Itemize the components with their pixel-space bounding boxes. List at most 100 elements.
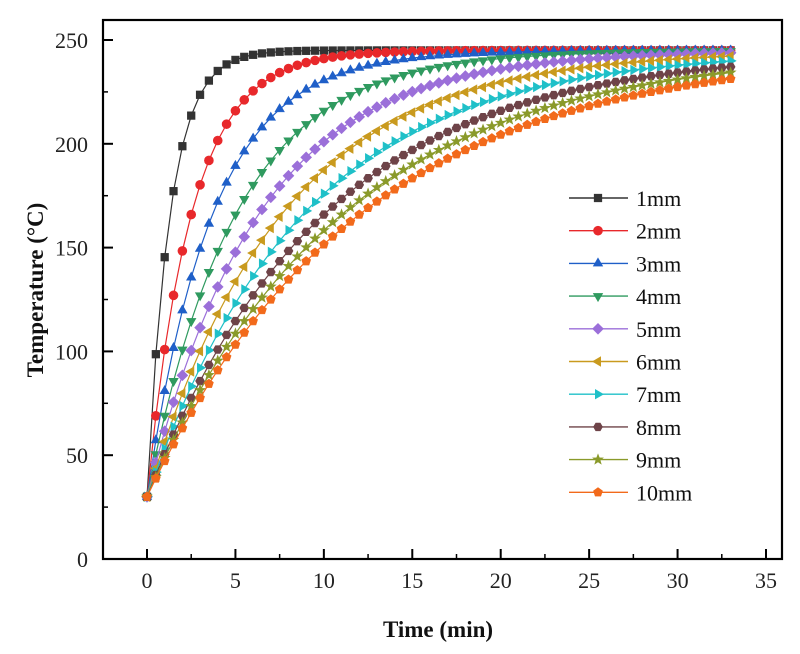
legend-label: 3mm [636, 251, 681, 276]
data-point [471, 99, 481, 111]
data-point [478, 112, 488, 122]
data-point [185, 344, 198, 357]
data-point [292, 265, 303, 275]
data-point [409, 126, 419, 137]
data-point [637, 88, 648, 98]
data-point [273, 269, 286, 282]
data-point [450, 89, 460, 101]
data-point [363, 202, 373, 213]
data-point [681, 67, 692, 76]
data-point [533, 81, 543, 93]
legend-label: 1mm [636, 186, 681, 211]
data-point [248, 316, 258, 326]
data-point [372, 196, 382, 206]
data-point [291, 160, 304, 173]
data-point [636, 79, 649, 91]
data-point [388, 169, 401, 181]
data-point [504, 54, 515, 64]
data-point [450, 72, 463, 84]
data-point [195, 90, 205, 99]
data-point [646, 86, 656, 97]
data-point [194, 383, 207, 396]
data-point [238, 230, 251, 243]
data-point [391, 136, 401, 147]
data-point [220, 292, 230, 303]
data-point [159, 455, 170, 466]
data-point [354, 209, 365, 219]
data-point [292, 89, 303, 99]
data-point [372, 167, 382, 177]
data-point [593, 225, 603, 236]
data-point [211, 281, 224, 293]
data-point [477, 57, 489, 67]
data-point [699, 77, 709, 87]
data-point [415, 153, 428, 165]
data-point [256, 203, 268, 216]
data-point [547, 56, 560, 68]
data-point [389, 156, 400, 165]
data-point [309, 78, 321, 88]
data-point [485, 119, 498, 132]
data-point [256, 169, 268, 179]
data-point [265, 72, 276, 83]
data-point [506, 88, 516, 100]
data-point [336, 67, 347, 77]
data-point [460, 47, 471, 57]
data-point [212, 195, 223, 205]
data-point [362, 105, 374, 118]
data-point [480, 96, 490, 108]
data-point [637, 73, 648, 82]
data-point [382, 141, 392, 152]
x-tick-label: 20 [490, 568, 512, 593]
data-point [309, 173, 319, 184]
data-point [628, 90, 639, 100]
data-point [372, 48, 382, 58]
data-point [282, 169, 295, 182]
data-point [257, 304, 267, 315]
legend-label: 2mm [636, 219, 681, 244]
data-point [504, 103, 515, 113]
legend-item: 2mm [569, 219, 681, 244]
data-point [416, 140, 426, 150]
data-point [674, 59, 684, 71]
data-point [459, 86, 469, 98]
data-point [310, 218, 320, 228]
data-point [178, 142, 187, 151]
data-point [701, 57, 711, 69]
data-point [645, 55, 655, 67]
data-point [362, 131, 372, 142]
data-point [186, 209, 197, 220]
y-tick-label: 50 [66, 443, 88, 468]
data-point [540, 113, 550, 123]
data-point [415, 82, 427, 95]
data-point [503, 113, 516, 125]
data-point [441, 92, 451, 104]
data-point [397, 111, 407, 122]
data-point [486, 46, 498, 56]
data-point [435, 113, 445, 125]
data-point [522, 98, 533, 107]
data-point [418, 121, 428, 133]
data-point [450, 135, 463, 147]
data-point [593, 81, 603, 90]
data-point [380, 77, 391, 87]
data-point [168, 439, 179, 449]
x-tick-label: 35 [755, 568, 777, 593]
data-point [204, 378, 214, 388]
data-point [194, 242, 206, 252]
series-6mm [141, 50, 734, 502]
data-point [354, 49, 365, 59]
data-point [423, 99, 433, 110]
data-point [592, 293, 604, 303]
data-point [292, 128, 303, 138]
data-point [663, 83, 674, 93]
data-point [610, 94, 621, 104]
data-point [176, 388, 186, 399]
data-point [477, 66, 489, 79]
data-point [583, 90, 596, 102]
data-point [547, 99, 560, 111]
data-point [256, 121, 268, 131]
data-point [468, 84, 478, 95]
data-point [442, 62, 453, 72]
